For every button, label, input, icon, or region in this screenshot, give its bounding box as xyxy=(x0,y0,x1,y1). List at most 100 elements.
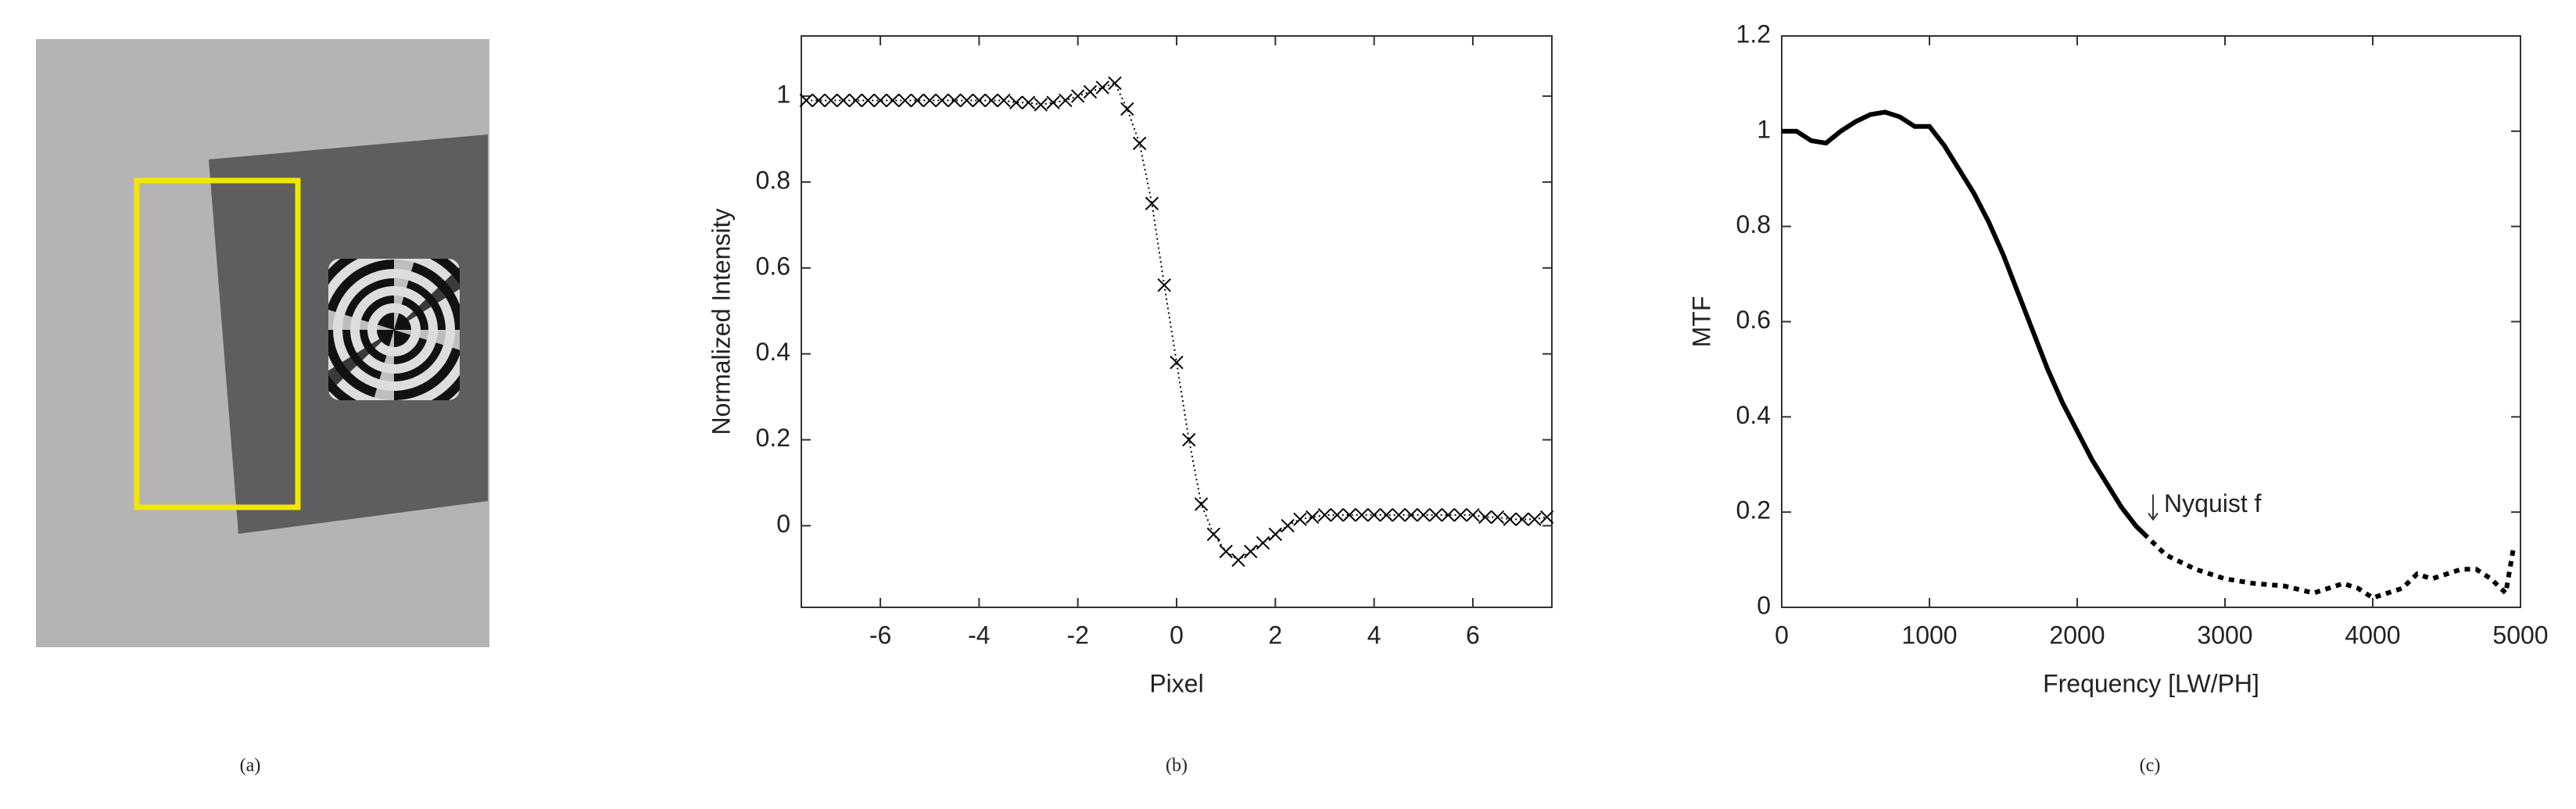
annotation-arrow xyxy=(2148,494,2159,521)
y-tick-label: 0.6 xyxy=(756,252,790,280)
series-line xyxy=(2141,532,2516,601)
x-tick-label: 1000 xyxy=(1901,621,1957,649)
marker xyxy=(1342,508,1356,522)
x-axis-label: Pixel xyxy=(1149,669,1203,697)
marker xyxy=(1441,508,1456,522)
y-axis-label: MTF xyxy=(1687,296,1715,348)
marker xyxy=(997,93,1011,108)
marker xyxy=(1330,508,1344,522)
caption: (a) xyxy=(240,756,261,776)
y-tick-label: 0.8 xyxy=(1736,210,1771,238)
y-tick-label: 1.2 xyxy=(1736,20,1771,48)
y-axis-label: Normalized Intensity xyxy=(707,209,735,435)
marker xyxy=(824,93,838,108)
y-tick-label: 1 xyxy=(776,80,790,108)
marker xyxy=(1478,510,1492,524)
y-tick-label: 1 xyxy=(1757,115,1771,143)
marker xyxy=(1009,95,1023,109)
marker xyxy=(1528,512,1542,527)
marker xyxy=(1231,553,1245,567)
x-tick-label: 4000 xyxy=(2345,621,2400,649)
marker xyxy=(959,93,974,108)
marker xyxy=(910,93,925,108)
marker xyxy=(1490,510,1505,524)
marker xyxy=(1132,136,1147,151)
marker xyxy=(1293,512,1307,527)
marker xyxy=(811,93,826,108)
marker xyxy=(1059,93,1073,108)
marker xyxy=(1392,508,1406,522)
marker xyxy=(1120,102,1134,116)
marker xyxy=(1317,508,1332,522)
marker xyxy=(984,93,998,108)
roi-box xyxy=(134,177,301,510)
marker xyxy=(1157,278,1171,292)
marker xyxy=(1083,84,1098,99)
marker xyxy=(1367,508,1381,522)
x-tick-label: 2 xyxy=(1268,621,1282,649)
marker xyxy=(1256,535,1270,550)
marker xyxy=(799,93,814,108)
x-tick-label: -2 xyxy=(1066,621,1088,649)
marker xyxy=(1070,89,1085,103)
plot-area xyxy=(801,35,1553,608)
x-tick-label: 3000 xyxy=(2197,621,2252,649)
x-axis-label: Frequency [LW/PH] xyxy=(2043,669,2259,697)
x-tick-label: 4 xyxy=(1367,621,1381,649)
marker xyxy=(1108,76,1122,91)
marker xyxy=(1244,544,1258,559)
marker xyxy=(1305,510,1320,524)
marker xyxy=(1145,196,1159,211)
marker xyxy=(1046,95,1060,109)
x-tick-label: -4 xyxy=(968,621,990,649)
x-tick-label: 0 xyxy=(1775,621,1789,649)
series-line xyxy=(1782,109,2146,535)
marker xyxy=(1182,432,1196,447)
marker xyxy=(1021,95,1036,109)
marker xyxy=(1515,512,1529,527)
marker xyxy=(1281,518,1295,533)
marker xyxy=(1355,508,1369,522)
marker xyxy=(861,93,875,108)
x-tick-label: 2000 xyxy=(2049,621,2105,649)
y-tick-label: 0.2 xyxy=(756,424,790,452)
marker xyxy=(1428,508,1443,522)
y-tick-label: 0.4 xyxy=(756,338,790,366)
y-tick-label: 0.8 xyxy=(756,166,790,194)
caption: (c) xyxy=(2140,756,2161,776)
marker xyxy=(873,93,887,108)
marker xyxy=(935,93,949,108)
marker xyxy=(1466,508,1480,522)
plot-area xyxy=(1781,35,2521,608)
x-tick-label: 5000 xyxy=(2492,621,2548,649)
marker xyxy=(1095,81,1109,95)
marker xyxy=(1034,98,1048,112)
x-tick-label: 0 xyxy=(1170,621,1184,649)
marker xyxy=(1194,497,1209,511)
marker xyxy=(972,93,987,108)
marker xyxy=(1453,508,1467,522)
marker xyxy=(886,93,900,108)
marker xyxy=(923,93,937,108)
marker xyxy=(897,93,912,108)
y-tick-label: 0 xyxy=(1757,591,1771,619)
y-tick-label: 0 xyxy=(776,510,790,538)
marker xyxy=(1417,508,1431,522)
y-tick-label: 0.6 xyxy=(1736,306,1771,334)
annotation: Nyquist f xyxy=(2164,489,2262,517)
caption: (b) xyxy=(1166,756,1188,776)
image-panel: (a) xyxy=(36,39,489,776)
marker xyxy=(1206,527,1221,542)
x-tick-label: 6 xyxy=(1466,621,1480,649)
x-tick-label: -6 xyxy=(869,621,891,649)
marker xyxy=(1503,512,1517,527)
marker xyxy=(1539,510,1554,524)
marker xyxy=(836,93,851,108)
marker xyxy=(1170,356,1184,370)
siemens-target xyxy=(328,259,460,400)
marker xyxy=(1404,508,1418,522)
marker xyxy=(948,93,962,108)
y-tick-label: 0.4 xyxy=(1736,401,1771,429)
y-tick-label: 0.2 xyxy=(1736,496,1771,524)
